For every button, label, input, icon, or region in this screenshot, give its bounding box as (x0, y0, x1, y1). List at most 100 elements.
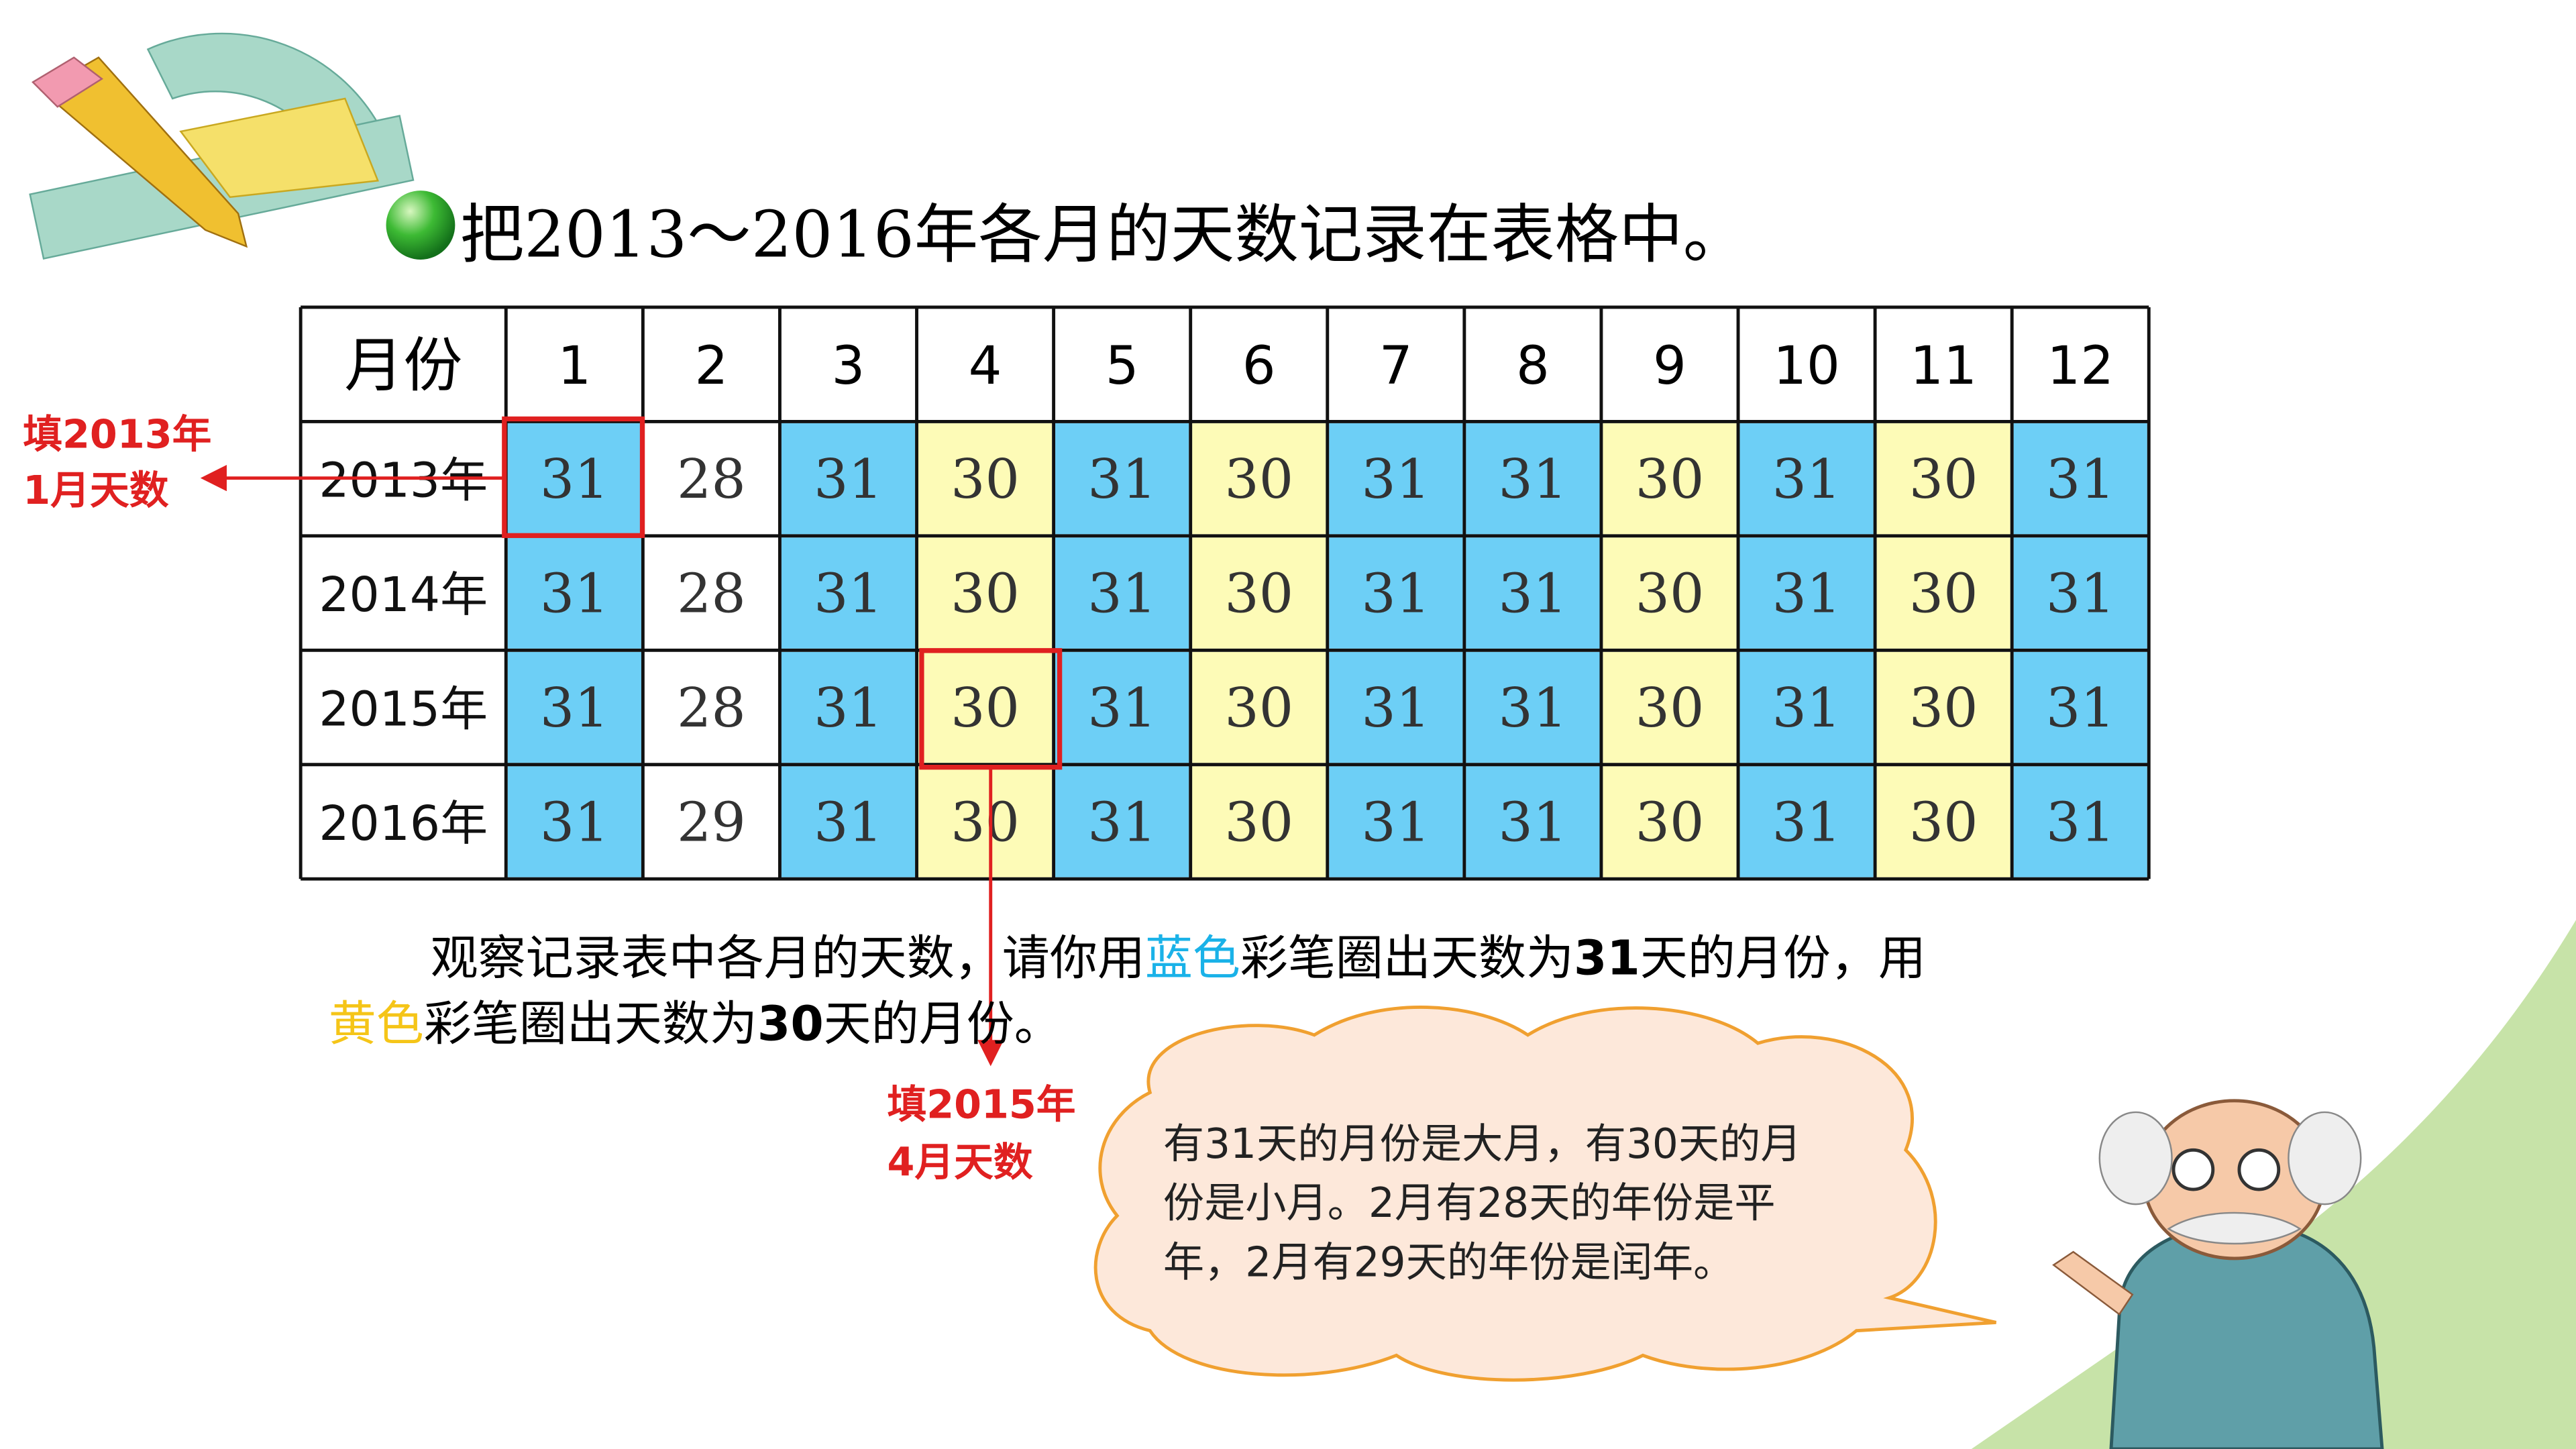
cell: 30 (1224, 448, 1293, 511)
cell: 31 (2046, 448, 2115, 511)
header-cell: 9 (1653, 335, 1686, 396)
cell-fill (1603, 766, 1737, 877)
cell-fill (1192, 423, 1326, 535)
instruction-line: 黄色彩笔圈出天数为30天的月份。 (329, 996, 1062, 1051)
title: 把2013～2016年各月的天数记录在表格中。 (460, 197, 1748, 272)
cell-fill (1739, 423, 1874, 535)
cell-fill (507, 651, 641, 763)
cell: 28 (677, 562, 746, 625)
cell-fill (1876, 423, 2010, 535)
instruction-part: 天的月份。 (824, 996, 1062, 1051)
cell: 29 (677, 791, 746, 854)
cell-fill (1192, 537, 1326, 649)
cell: 31 (1361, 562, 1430, 625)
cell: 30 (951, 562, 1020, 625)
cell: 31 (1361, 791, 1430, 854)
instruction-part: 蓝色 (1145, 930, 1240, 985)
cell-fill (1055, 766, 1189, 877)
cell: 31 (2046, 677, 2115, 740)
cell-fill (781, 766, 916, 877)
cell-fill (507, 766, 641, 877)
cell: 31 (814, 562, 883, 625)
cell-fill (918, 651, 1053, 763)
cell-fill (1192, 651, 1326, 763)
header-cell: 月份 (344, 331, 462, 400)
cell-fill (1603, 537, 1737, 649)
cell: 31 (1361, 677, 1430, 740)
cell-fill (1876, 537, 2010, 649)
speech-bubble (1093, 1005, 1997, 1382)
cell: 30 (1635, 448, 1705, 511)
instruction-part: 30 (757, 996, 824, 1051)
header-cell: 1 (557, 335, 591, 396)
header-cell: 12 (2047, 335, 2114, 396)
cell: 30 (1224, 791, 1293, 854)
instruction-part: 天的月份，用 (1640, 930, 1926, 985)
cell-fill (1603, 423, 1737, 535)
cell: 30 (1909, 562, 1978, 625)
annotation: 1月天数 (23, 467, 168, 513)
cell: 30 (1224, 677, 1293, 740)
cell: 30 (1224, 562, 1293, 625)
cell-fill (507, 537, 641, 649)
cell-fill (1329, 651, 1463, 763)
cell: 30 (1635, 791, 1705, 854)
cell: 30 (951, 448, 1020, 511)
header-cell: 10 (1773, 335, 1840, 396)
header-cell: 6 (1242, 335, 1276, 396)
instruction-part: 彩笔圈出天数为 (424, 996, 757, 1051)
cell-fill (1739, 766, 1874, 877)
cell: 30 (1909, 677, 1978, 740)
bubble-text: 有31天的月份是大月，有30天的月 (1163, 1120, 1802, 1168)
cell-fill (507, 423, 641, 535)
cell: 30 (951, 791, 1020, 854)
instruction: 观察记录表中各月的天数，请你用蓝色彩笔圈出天数为31天的月份，用黄色彩笔圈出天数… (329, 930, 1926, 1051)
cell-fill (2013, 651, 2147, 763)
cell: 31 (2046, 791, 2115, 854)
cell: 31 (1087, 791, 1157, 854)
instruction-part: 31 (1574, 930, 1640, 985)
cell: 31 (540, 791, 609, 854)
cell: 31 (1772, 448, 1841, 511)
cell-fill (781, 537, 916, 649)
instruction-part: 彩笔圈出天数为 (1240, 930, 1574, 985)
cell-fill (1739, 537, 1874, 649)
hill (1971, 920, 2576, 1449)
row-header: 2014年 (319, 567, 488, 623)
cell: 31 (1498, 791, 1567, 854)
cell-fill (1055, 537, 1189, 649)
cell: 31 (1498, 448, 1567, 511)
cell: 30 (1909, 791, 1978, 854)
stationery-icon (29, 32, 415, 260)
cell-fill (1055, 423, 1189, 535)
cell-fill (918, 537, 1053, 649)
cell: 30 (1909, 448, 1978, 511)
cell-fill (644, 537, 778, 649)
instruction-part: 观察记录表中各月的天数，请你用 (431, 930, 1145, 985)
cell-fill (1329, 423, 1463, 535)
cell-fill (1466, 651, 1600, 763)
header-cell: 3 (832, 335, 865, 396)
cell: 31 (1087, 448, 1157, 511)
cell-fill (2013, 766, 2147, 877)
cell-fill (1739, 651, 1874, 763)
cell: 31 (814, 791, 883, 854)
cell: 31 (1087, 677, 1157, 740)
cell-fill (1329, 537, 1463, 649)
cell: 31 (1498, 562, 1567, 625)
cell: 31 (814, 677, 883, 740)
cell: 31 (1087, 562, 1157, 625)
cell-fill (1466, 766, 1600, 877)
instruction-line: 观察记录表中各月的天数，请你用蓝色彩笔圈出天数为31天的月份，用 (431, 930, 1926, 985)
cell-fill (918, 423, 1053, 535)
cell-fill (644, 423, 778, 535)
cell: 31 (1361, 448, 1430, 511)
cell: 28 (677, 677, 746, 740)
bubble-text: 份是小月。2月有28天的年份是平 (1163, 1179, 1776, 1227)
cell: 31 (540, 448, 609, 511)
cell-fill (2013, 537, 2147, 649)
header-cell: 2 (694, 335, 728, 396)
cell-fill (1876, 651, 2010, 763)
header-cell: 5 (1106, 335, 1139, 396)
